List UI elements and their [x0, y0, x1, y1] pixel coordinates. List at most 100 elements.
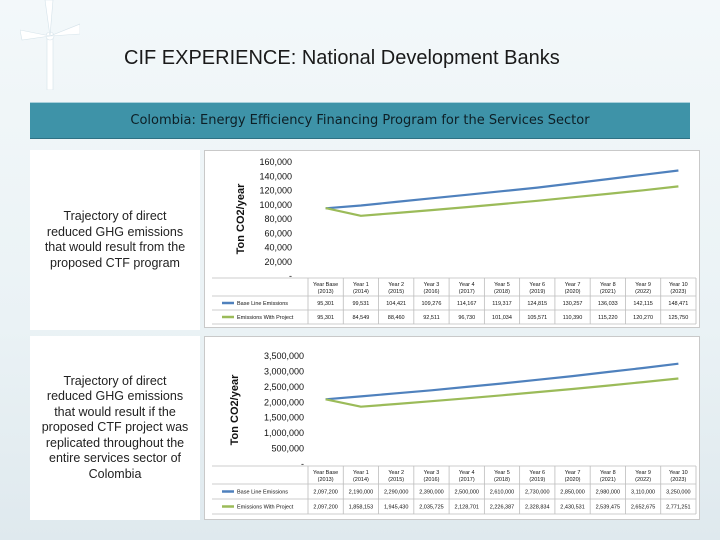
table-cell: 130,257 [563, 301, 583, 307]
category-label: Year 8 (2021) [600, 470, 616, 483]
table-cell: 2,652,675 [631, 505, 655, 511]
y-tick-label: 100,000 [259, 200, 292, 210]
category-label: Year 8 (2021) [600, 282, 616, 295]
table-cell: 104,421 [386, 301, 406, 307]
category-label: Year Base (2013) [313, 470, 338, 483]
table-cell: 99,531 [352, 301, 369, 307]
legend-label: Emissions With Project [237, 505, 294, 511]
table-cell: 125,750 [668, 315, 688, 321]
legend-label: Base Line Emissions [237, 301, 288, 307]
y-tick-label: 3,500,000 [264, 351, 304, 361]
category-label: Year 1 (2014) [353, 470, 369, 483]
category-label: Year 7 (2020) [565, 282, 581, 295]
category-label: Year 3 (2016) [424, 470, 440, 483]
table-cell: 2,980,000 [596, 490, 620, 496]
category-label: Year 10 (2023) [669, 282, 688, 295]
category-label: Year Base (2013) [313, 282, 338, 295]
category-label: Year 4 (2017) [459, 470, 475, 483]
chart-panel-program: Ton CO2/year 160,000 140,000 120,000 100,000… [204, 150, 700, 328]
table-cell: 2,290,000 [384, 490, 408, 496]
table-cell: 101,034 [492, 315, 512, 321]
category-label: Year 5 (2018) [494, 470, 510, 483]
table-cell: 105,571 [527, 315, 547, 321]
y-tick-label: 60,000 [264, 228, 292, 238]
table-cell: 2,771,251 [666, 505, 690, 511]
table-cell: 2,190,000 [349, 490, 373, 496]
chart-panel-sector: Ton CO2/year 3,500,000 3,000,000 2,500,000 2… [204, 336, 700, 520]
category-label: Year 2 (2015) [388, 470, 404, 483]
y-tick-label: - [301, 459, 304, 469]
table-cell: 2,430,531 [560, 505, 584, 511]
table-cell: 115,220 [598, 315, 617, 321]
table-cell: 124,815 [527, 301, 547, 307]
table-cell: 110,390 [563, 315, 582, 321]
y-tick-label: - [289, 271, 292, 281]
description-text-2: Trajectory of direct reduced GHG emissio… [41, 373, 189, 481]
y-tick-label: 140,000 [259, 171, 292, 181]
category-label: Year 6 (2019) [529, 470, 545, 483]
description-box-2: Trajectory of direct reduced GHG emissio… [30, 336, 200, 520]
table-cell: 109,276 [422, 301, 442, 307]
table-cell: 1,945,430 [384, 505, 408, 511]
table-cell: 95,301 [317, 301, 334, 307]
y-axis-label: Ton CO2/year [229, 374, 241, 445]
category-label: Year 6 (2019) [529, 282, 545, 295]
y-tick-label: 500,000 [271, 444, 304, 454]
category-label: Year 2 (2015) [388, 282, 404, 295]
table-cell: 88,460 [388, 315, 405, 321]
chart-frame [204, 336, 700, 520]
category-label: Year 9 (2022) [635, 470, 651, 483]
y-tick-label: 120,000 [259, 186, 292, 196]
description-box-1: Trajectory of direct reduced GHG emissio… [30, 150, 200, 330]
table-cell: 148,471 [668, 301, 688, 307]
table-cell: 114,167 [457, 301, 476, 307]
y-tick-label: 2,000,000 [264, 397, 304, 407]
table-cell: 96,730 [458, 315, 475, 321]
y-tick-label: 20,000 [264, 257, 292, 267]
table-cell: 2,128,701 [454, 505, 478, 511]
table-cell: 2,850,000 [560, 490, 584, 496]
category-label: Year 9 (2022) [635, 282, 651, 295]
table-cell: 2,097,200 [313, 505, 337, 511]
table-cell: 95,301 [317, 315, 334, 321]
table-cell: 92,511 [423, 315, 439, 321]
y-tick-label: 160,000 [259, 157, 292, 167]
y-tick-label: 80,000 [264, 214, 292, 224]
table-cell: 84,549 [352, 315, 369, 321]
table-cell: 142,115 [633, 301, 652, 307]
category-label: Year 4 (2017) [459, 282, 475, 295]
subtitle-banner: Colombia: Energy Efficiency Financing Pr… [30, 102, 690, 139]
y-axis-label: Ton CO2/year [235, 183, 247, 254]
table-cell: 2,539,475 [596, 505, 620, 511]
legend-label: Base Line Emissions [237, 490, 288, 496]
table-cell: 1,858,153 [349, 505, 373, 511]
series-line-baseline [325, 169, 679, 210]
slide-title: CIF EXPERIENCE: National Development Ban… [124, 47, 560, 69]
y-tick-label: 40,000 [264, 243, 292, 253]
table-cell: 2,390,000 [419, 490, 443, 496]
series-line-with-project [325, 185, 679, 217]
y-tick-label: 2,500,000 [264, 382, 304, 392]
category-label: Year 3 (2016) [424, 282, 440, 295]
description-text-1: Trajectory of direct reduced GHG emissio… [44, 209, 186, 270]
table-cell: 3,110,000 [631, 490, 655, 496]
chart-frame [204, 150, 700, 328]
table-cell: 2,226,387 [490, 505, 514, 511]
legend-label: Emissions With Project [237, 315, 294, 321]
subtitle-text: Colombia: Energy Efficiency Financing Pr… [130, 113, 590, 128]
table-cell: 119,317 [492, 301, 511, 307]
emissions-chart-program: Ton CO2/year 160,000 140,000 120,000 100,000… [204, 150, 700, 328]
table-cell: 3,250,000 [666, 490, 690, 496]
y-tick-label: 1,500,000 [264, 413, 304, 423]
table-cell: 2,328,834 [525, 505, 549, 511]
table-cell: 2,097,200 [313, 490, 337, 496]
wind-turbine-icon [20, 0, 80, 90]
category-label: Year 7 (2020) [565, 470, 581, 483]
table-cell: 2,500,000 [454, 490, 478, 496]
series-line-with-project [325, 377, 679, 408]
y-tick-label: 3,000,000 [264, 366, 304, 376]
table-cell: 2,730,000 [525, 490, 549, 496]
table-cell: 120,270 [633, 315, 653, 321]
emissions-chart-sector: Ton CO2/year 3,500,000 3,000,000 2,500,000 2… [204, 336, 700, 520]
table-cell: 2,610,000 [490, 490, 514, 496]
